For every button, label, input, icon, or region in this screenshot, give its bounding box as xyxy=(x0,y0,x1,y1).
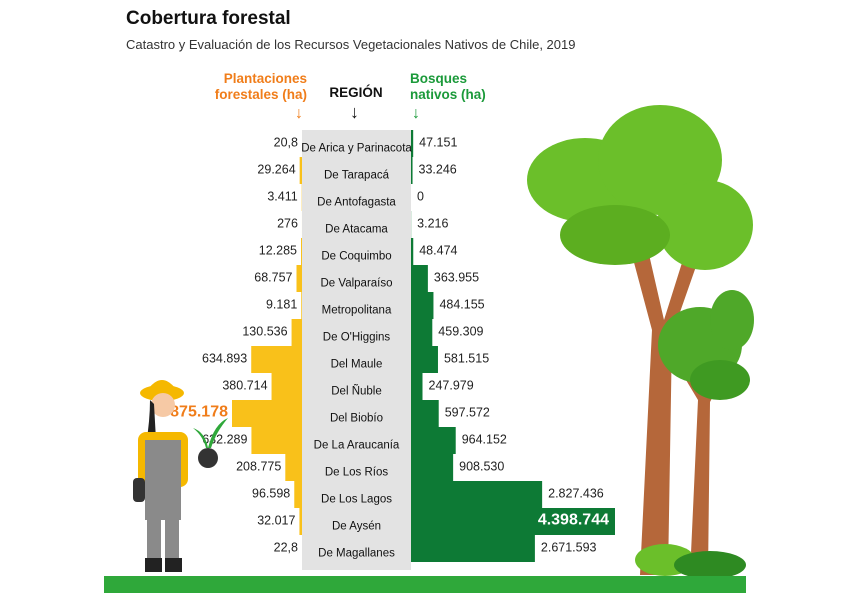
plantaciones-value-label: 208.775 xyxy=(236,460,281,474)
bosques-value-label: 2.827.436 xyxy=(548,487,604,501)
ground-strip xyxy=(104,576,746,593)
plantaciones-value-label: 32.017 xyxy=(257,514,295,528)
bosques-value-label: 459.309 xyxy=(438,325,483,339)
plantaciones-value-label: 12.285 xyxy=(259,244,297,258)
middle-arrow-down-icon: ↓ xyxy=(350,102,359,122)
bosques-area xyxy=(411,130,615,562)
bosques-value-label: 3.216 xyxy=(417,217,448,231)
bosques-value-label: 484.155 xyxy=(439,298,484,312)
right-header-line-1: Bosques xyxy=(410,71,468,86)
left-header-line-1: Plantaciones xyxy=(223,71,307,86)
bosques-value-label: 2.671.593 xyxy=(541,541,597,555)
bosques-value-label: 908.530 xyxy=(459,460,504,474)
region-label: Del Maule xyxy=(331,359,383,371)
farmer-illustration-icon xyxy=(133,380,228,572)
plantaciones-value-label: 875.178 xyxy=(170,404,228,421)
region-band xyxy=(302,130,411,570)
region-label: De Magallanes xyxy=(318,548,395,560)
plantaciones-value-label: 68.757 xyxy=(254,271,292,285)
plantaciones-value-label: 20,8 xyxy=(274,136,298,150)
plantaciones-value-label: 22,8 xyxy=(274,541,298,555)
region-label: De La Araucanía xyxy=(314,440,400,452)
region-label: De Arica y Parinacota xyxy=(301,143,412,155)
tree-illustration-icon xyxy=(527,105,754,579)
region-label: Metropolitana xyxy=(322,305,392,317)
bosques-value-label: 4.398.744 xyxy=(538,512,609,529)
plantaciones-value-label: 9.181 xyxy=(266,298,297,312)
plantaciones-area xyxy=(232,130,302,562)
plantaciones-value-label: 3.411 xyxy=(267,190,297,204)
bosques-value-label: 47.151 xyxy=(419,136,457,150)
bosques-value-label: 0 xyxy=(417,190,424,204)
region-label: De Los Ríos xyxy=(325,467,389,479)
plantaciones-value-label: 130.536 xyxy=(242,325,287,339)
chart-subtitle: Catastro y Evaluación de los Recursos Ve… xyxy=(126,37,576,52)
plantaciones-value-label: 380.714 xyxy=(222,379,267,393)
plantaciones-value-label: 276 xyxy=(277,217,298,231)
region-label: De Atacama xyxy=(325,224,388,236)
region-label: Del Biobío xyxy=(330,413,383,425)
region-label: De Coquimbo xyxy=(321,251,391,263)
plantaciones-value-label: 96.598 xyxy=(252,487,290,501)
region-label: De Tarapacá xyxy=(324,170,390,182)
right-arrow-down-icon: ↓ xyxy=(412,105,420,122)
left-arrow-down-icon: ↓ xyxy=(295,105,303,122)
region-header: REGIÓN xyxy=(329,85,383,100)
left-series-header: Plantaciones forestales (ha) xyxy=(200,71,307,103)
bosques-value-label: 363.955 xyxy=(434,271,479,285)
region-label: De Aysén xyxy=(332,521,381,533)
left-header-line-2: forestales (ha) xyxy=(214,87,307,102)
bosques-value-label: 48.474 xyxy=(419,244,457,258)
region-label: Del Ñuble xyxy=(331,385,382,398)
plantaciones-value-label: 29.264 xyxy=(257,163,295,177)
region-label: De Valparaíso xyxy=(320,278,392,290)
plantaciones-value-label: 634.893 xyxy=(202,352,247,366)
bosques-value-label: 597.572 xyxy=(445,406,490,420)
right-series-header: Bosques nativos (ha) xyxy=(410,71,486,103)
chart-title: Cobertura forestal xyxy=(126,8,291,29)
region-label: De O'Higgins xyxy=(323,332,391,344)
bosques-value-label: 247.979 xyxy=(429,379,474,393)
region-label: De Antofagasta xyxy=(317,197,396,209)
bosques-value-label: 33.246 xyxy=(419,163,457,177)
bosques-value-label: 581.515 xyxy=(444,352,489,366)
region-label: De Los Lagos xyxy=(321,494,392,506)
right-header-line-2: nativos (ha) xyxy=(410,87,486,102)
bosques-value-label: 964.152 xyxy=(462,433,507,447)
